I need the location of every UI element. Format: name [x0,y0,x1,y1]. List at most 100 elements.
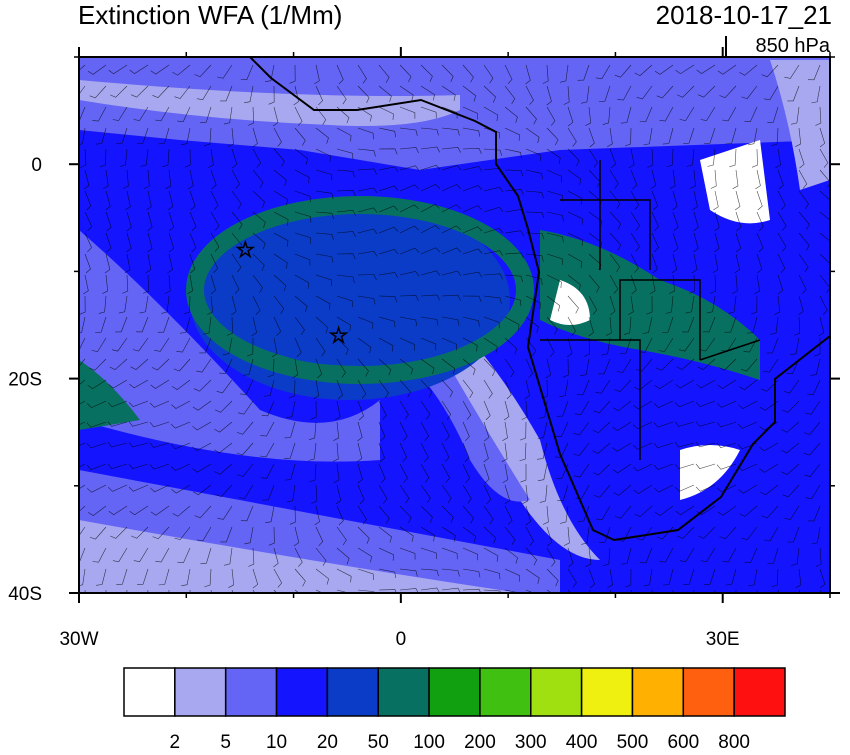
wind-barb [149,484,170,493]
wind-barb [194,505,212,519]
wind-barb [504,379,512,400]
wind-barb [336,526,347,546]
wind-barb [252,295,261,316]
wind-barb [154,337,170,352]
wind-barb [273,316,282,337]
wind-barb [695,463,716,469]
wind-barb [273,127,282,147]
wind-barb [252,190,265,208]
wind-barb [588,127,595,148]
wind-barb [441,337,458,351]
wind-barb [710,169,717,189]
wind-barb [545,358,552,379]
wind-barb [651,253,658,274]
wind-barb [336,209,356,216]
wind-barb [775,148,781,169]
wind-barb [420,463,430,483]
wind-barb [525,64,531,85]
wind-barb [109,358,128,371]
wind-barb [265,505,275,524]
wind-barb [111,337,128,352]
wind-barb [573,463,590,478]
colorbar-label: 100 [413,732,445,750]
wind-barb [734,253,740,274]
wind-barb [585,106,592,126]
wind-barb [336,148,354,160]
wind-barb [252,148,262,168]
wind-barb [632,421,653,430]
wind-barb [588,190,602,208]
wind-barb [165,169,172,189]
wind-barb [378,248,399,255]
wind-barb [130,85,149,98]
wind-barb [462,226,483,234]
wind-barb [173,358,191,372]
wind-barb [695,484,716,492]
wind-barb [308,421,317,440]
wind-barb [157,316,170,333]
wind-barb [754,274,761,295]
wind-barb [815,106,822,126]
wind-barb [546,169,563,183]
wind-barb [675,64,695,75]
axes: 30W 0 30E 0 20S 40S [8,47,840,650]
wind-barb [462,316,480,327]
wind-barb [567,253,583,268]
wind-barb [252,568,259,589]
wind-barb [231,169,240,189]
wind-barb [168,211,175,232]
wind-barb [609,295,616,316]
y-tick-label: 40S [8,584,42,605]
wind-barb [308,442,317,461]
wind-barb [79,484,86,490]
wind-barb [525,127,540,144]
wind-barb [525,337,537,356]
wind-barb [357,463,363,484]
wind-barb [110,85,128,98]
wind-barb [192,400,212,411]
field-band [186,196,534,384]
wind-barb [378,295,398,303]
wind-barb [204,127,212,147]
wind-barb [819,148,829,168]
map-frame [78,56,831,594]
wind-barb [804,421,821,435]
wind-barb [674,441,695,448]
wind-barb [676,358,695,370]
wind-barb [462,442,470,463]
wind-barb [717,505,737,516]
wind-barb [170,463,191,471]
wind-barb [87,379,107,390]
wind-barb [567,106,574,127]
wind-barb [737,442,758,450]
wind-barb [630,211,640,231]
wind-barb [693,232,699,253]
wind-barb [616,358,632,373]
wind-barb [621,547,632,565]
wind-barb [699,337,716,352]
wind-barb [593,484,611,498]
wind-barb [634,64,653,76]
wind-barb [678,337,695,352]
colorbar-box [275,667,329,717]
wind-barb [588,169,601,188]
wind-barb [716,463,737,470]
wind-barb [194,64,212,78]
wind-barb [614,64,632,78]
wind-barb [273,253,288,269]
wind-barb [483,167,503,174]
wind-barb [189,232,197,253]
wind-barb [357,547,372,563]
wind-barb [155,547,170,563]
wind-barb [252,274,263,294]
wind-barb [790,337,800,356]
wind-barb [289,505,296,525]
wind-barb [462,185,483,192]
wind-barb [228,568,235,588]
wind-barb [128,484,149,492]
wind-barb [595,64,611,80]
wind-barb [695,441,716,448]
wind-barb [483,568,501,580]
colorbar-label: 500 [617,732,649,750]
wind-barb [357,379,367,399]
